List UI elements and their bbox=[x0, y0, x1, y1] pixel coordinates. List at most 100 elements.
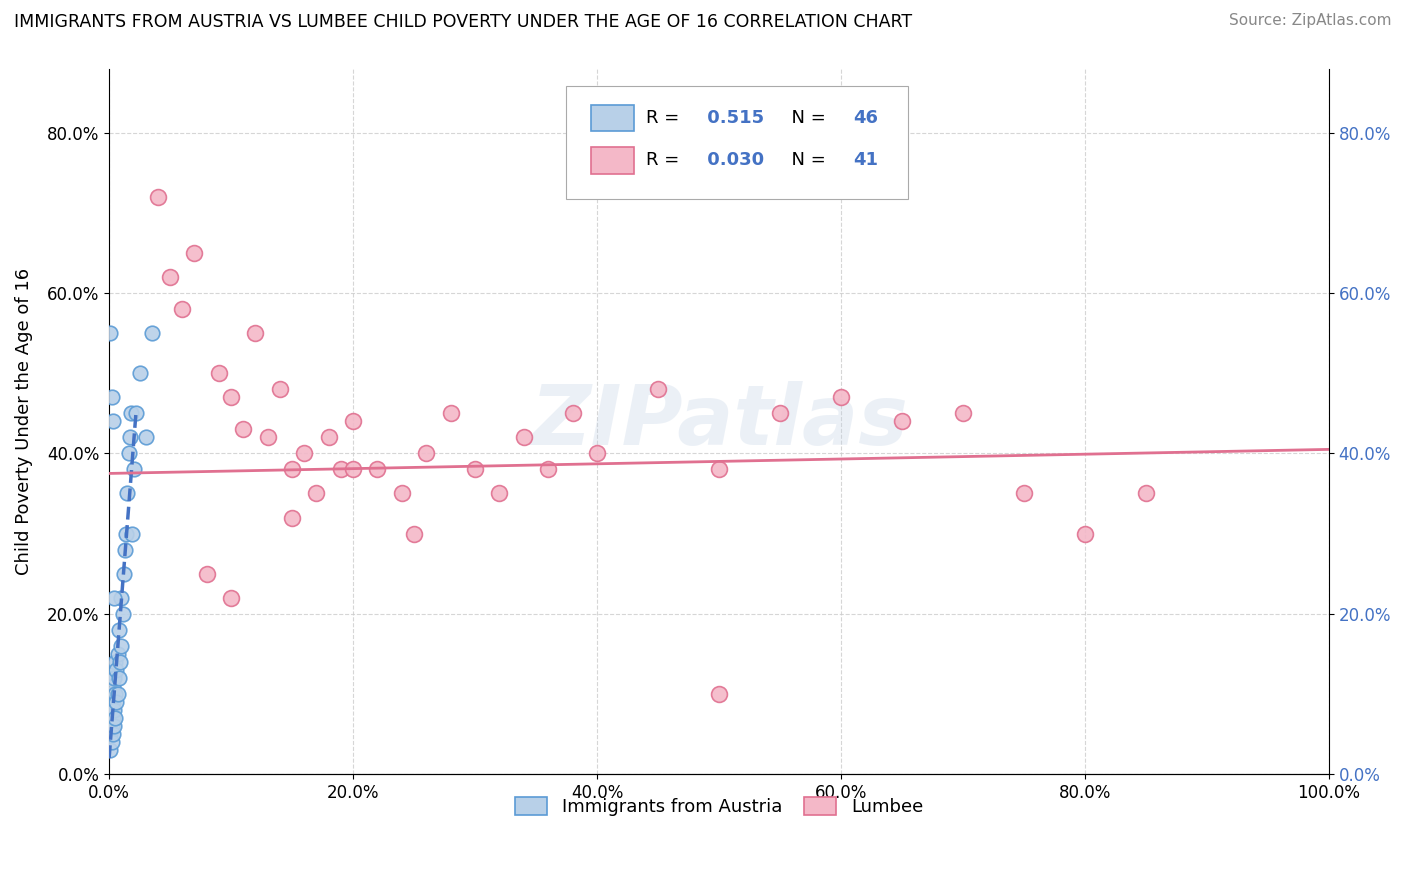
Point bbox=[219, 591, 242, 605]
Point bbox=[952, 406, 974, 420]
FancyBboxPatch shape bbox=[567, 87, 908, 199]
Point bbox=[329, 462, 352, 476]
Point bbox=[135, 430, 157, 444]
Text: R =: R = bbox=[645, 109, 685, 127]
Point bbox=[100, 703, 122, 717]
Point bbox=[281, 462, 304, 476]
Point bbox=[183, 246, 205, 260]
Point bbox=[100, 735, 122, 749]
Point bbox=[98, 326, 121, 340]
Point bbox=[245, 326, 267, 340]
Point bbox=[98, 743, 121, 757]
Point bbox=[561, 406, 583, 420]
Point bbox=[100, 719, 122, 733]
Point bbox=[110, 639, 132, 653]
Point bbox=[107, 647, 129, 661]
Point bbox=[269, 382, 291, 396]
Text: 46: 46 bbox=[853, 109, 879, 127]
Text: R =: R = bbox=[645, 152, 685, 169]
Point bbox=[111, 607, 134, 621]
Point bbox=[100, 671, 122, 685]
Point bbox=[114, 542, 136, 557]
Point bbox=[128, 366, 150, 380]
Point bbox=[256, 430, 278, 444]
Point bbox=[117, 446, 139, 460]
Point bbox=[105, 663, 128, 677]
Point bbox=[769, 406, 792, 420]
Point bbox=[110, 591, 132, 605]
Point bbox=[108, 655, 131, 669]
Point bbox=[117, 486, 139, 500]
Point bbox=[464, 462, 486, 476]
Point bbox=[707, 687, 730, 701]
Point bbox=[98, 695, 121, 709]
Y-axis label: Child Poverty Under the Age of 16: Child Poverty Under the Age of 16 bbox=[15, 268, 32, 574]
Point bbox=[402, 526, 425, 541]
Legend: Immigrants from Austria, Lumbee: Immigrants from Austria, Lumbee bbox=[506, 788, 932, 825]
Point bbox=[488, 486, 510, 500]
Point bbox=[1012, 486, 1035, 500]
Point bbox=[101, 679, 124, 693]
Point bbox=[513, 430, 536, 444]
Text: Source: ZipAtlas.com: Source: ZipAtlas.com bbox=[1229, 13, 1392, 29]
Point bbox=[146, 190, 169, 204]
Point bbox=[318, 430, 340, 444]
Text: ZIPatlas: ZIPatlas bbox=[530, 381, 908, 462]
Point bbox=[104, 687, 127, 701]
Point bbox=[122, 462, 145, 476]
Point bbox=[342, 414, 364, 428]
Point bbox=[118, 430, 141, 444]
Point bbox=[104, 655, 127, 669]
Point bbox=[100, 390, 122, 404]
Point bbox=[120, 406, 142, 420]
Text: N =: N = bbox=[780, 109, 831, 127]
Point bbox=[98, 711, 121, 725]
Point bbox=[366, 462, 388, 476]
Point bbox=[125, 406, 148, 420]
Point bbox=[439, 406, 461, 420]
FancyBboxPatch shape bbox=[591, 104, 634, 131]
Point bbox=[232, 422, 254, 436]
Point bbox=[112, 566, 135, 581]
Point bbox=[103, 591, 125, 605]
Point bbox=[1074, 526, 1097, 541]
Point bbox=[159, 270, 181, 285]
Point bbox=[537, 462, 560, 476]
Point bbox=[101, 711, 124, 725]
Point bbox=[281, 510, 304, 524]
Point bbox=[101, 727, 124, 741]
Point bbox=[141, 326, 163, 340]
Point bbox=[103, 719, 125, 733]
Point bbox=[342, 462, 364, 476]
Text: IMMIGRANTS FROM AUSTRIA VS LUMBEE CHILD POVERTY UNDER THE AGE OF 16 CORRELATION : IMMIGRANTS FROM AUSTRIA VS LUMBEE CHILD … bbox=[14, 13, 912, 31]
Point bbox=[586, 446, 609, 460]
Point bbox=[107, 687, 129, 701]
Text: N =: N = bbox=[780, 152, 831, 169]
Point bbox=[101, 695, 124, 709]
Point bbox=[98, 727, 121, 741]
Point bbox=[172, 301, 194, 316]
Point bbox=[105, 695, 128, 709]
Point bbox=[219, 390, 242, 404]
Text: 0.515: 0.515 bbox=[700, 109, 763, 127]
Point bbox=[292, 446, 315, 460]
Point bbox=[103, 703, 125, 717]
Point bbox=[305, 486, 328, 500]
Point bbox=[647, 382, 669, 396]
Point bbox=[195, 566, 218, 581]
Point bbox=[121, 526, 143, 541]
Point bbox=[415, 446, 437, 460]
Point bbox=[103, 671, 125, 685]
Text: 0.030: 0.030 bbox=[700, 152, 763, 169]
Point bbox=[830, 390, 852, 404]
Text: 41: 41 bbox=[853, 152, 879, 169]
Point bbox=[1135, 486, 1157, 500]
Point bbox=[391, 486, 413, 500]
Point bbox=[208, 366, 231, 380]
Point bbox=[115, 526, 138, 541]
FancyBboxPatch shape bbox=[591, 147, 634, 174]
Point bbox=[104, 711, 127, 725]
Point bbox=[707, 462, 730, 476]
Point bbox=[108, 671, 131, 685]
Point bbox=[101, 414, 124, 428]
